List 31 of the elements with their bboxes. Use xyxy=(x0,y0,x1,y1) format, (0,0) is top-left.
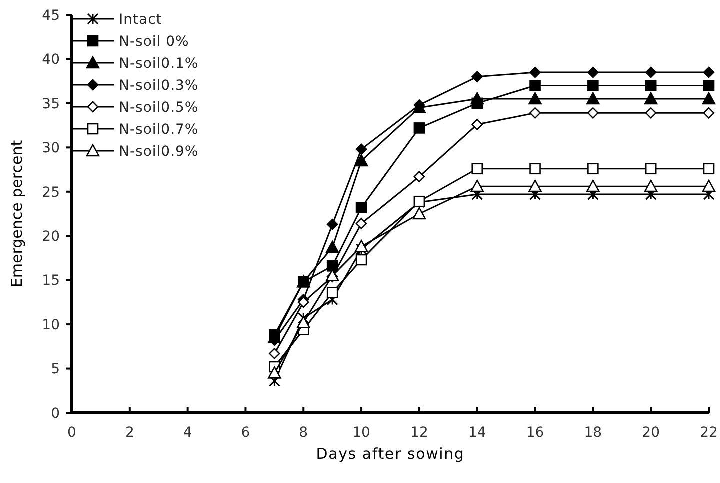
x-tick-label: 16 xyxy=(526,425,544,441)
x-tick-label: 20 xyxy=(642,425,660,441)
x-tick-label: 18 xyxy=(584,425,602,441)
y-tick-label: 45 xyxy=(42,8,60,24)
y-tick-label: 15 xyxy=(42,273,60,290)
legend-label: N-soil0.9% xyxy=(119,144,199,160)
legend-label: N-soil0.1% xyxy=(119,56,199,72)
y-tick-label: 5 xyxy=(51,362,60,378)
y-tick-label: 40 xyxy=(42,52,60,68)
y-tick-label: 30 xyxy=(42,140,60,157)
x-tick-label: 12 xyxy=(410,425,428,441)
y-tick-label: 35 xyxy=(42,96,60,112)
legend-label: N-soil0.7% xyxy=(119,122,199,138)
x-tick-label: 0 xyxy=(68,425,76,441)
x-tick-label: 2 xyxy=(125,425,134,441)
y-tick-label: 25 xyxy=(42,184,60,201)
legend-label: N-soil 0% xyxy=(119,34,190,50)
x-axis-title: Days after sowing xyxy=(316,445,465,463)
x-tick-label: 8 xyxy=(299,425,308,441)
legend-label: Intact xyxy=(119,12,162,28)
x-tick-label: 10 xyxy=(352,425,370,441)
legend-label: N-soil0.5% xyxy=(119,100,199,116)
y-tick-label: 10 xyxy=(42,317,60,334)
legend-label: N-soil0.3% xyxy=(119,78,199,94)
x-tick-label: 6 xyxy=(241,425,250,441)
y-tick-label: 0 xyxy=(51,406,60,422)
x-tick-label: 4 xyxy=(183,425,192,441)
y-tick-label: 20 xyxy=(42,229,60,246)
x-tick-label: 22 xyxy=(700,425,718,441)
y-axis-title: Emergence percent xyxy=(8,140,26,288)
x-tick-label: 14 xyxy=(468,425,486,441)
